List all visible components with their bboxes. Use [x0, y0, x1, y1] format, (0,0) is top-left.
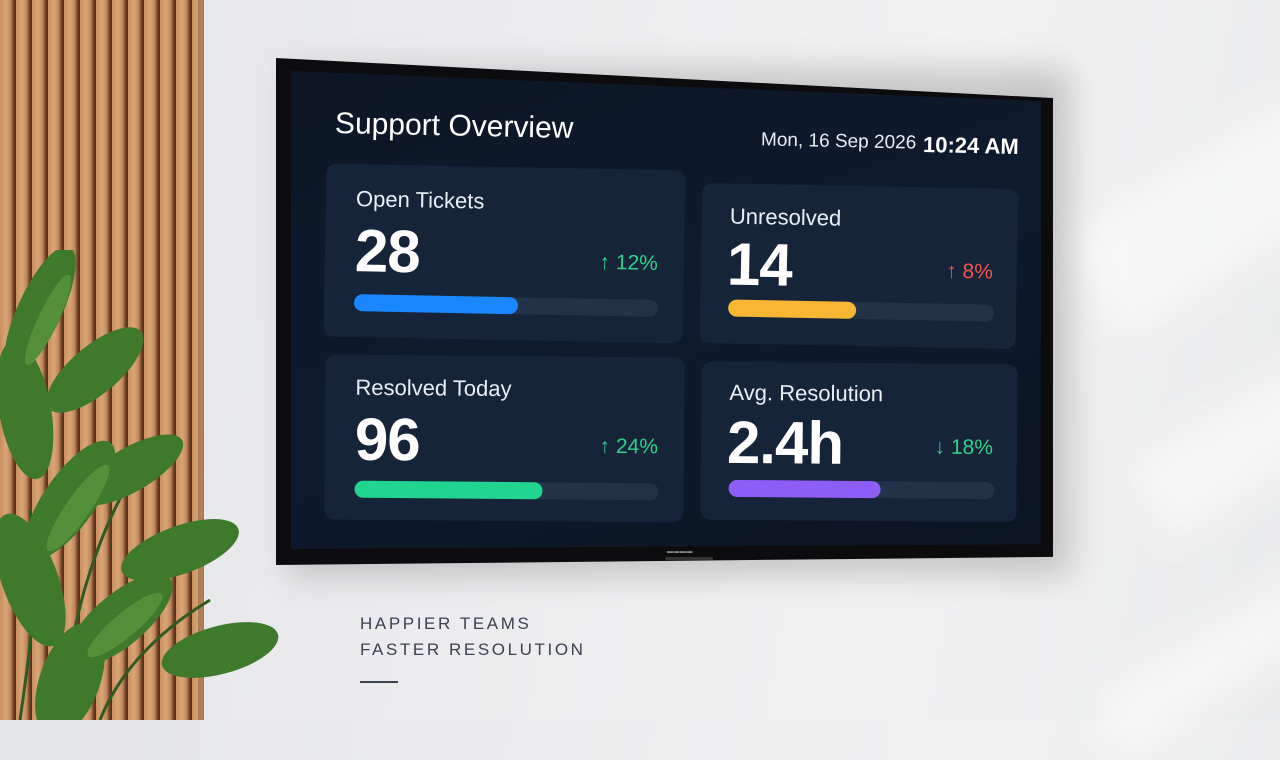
arrow-down-icon: ↓ — [934, 435, 952, 459]
progress-track — [728, 479, 995, 500]
card-value: 2.4h — [726, 408, 844, 477]
card-resolved-today: Resolved Today 96 ↑ 24% — [324, 354, 685, 523]
card-label: Open Tickets — [355, 186, 485, 214]
card-label: Resolved Today — [355, 374, 512, 402]
dashboard-date: Mon, 16 Sep 2026 — [760, 129, 917, 154]
card-value: 96 — [354, 405, 421, 474]
card-delta: ↑ 12% — [599, 251, 658, 276]
card-delta: ↑ 24% — [599, 435, 658, 460]
arrow-up-icon: ↑ — [599, 434, 617, 458]
progress-track — [728, 299, 995, 322]
progress-fill — [728, 299, 856, 319]
card-value: 14 — [726, 230, 793, 299]
delta-value: 8% — [962, 259, 994, 284]
wall-slogan-line-2: FASTER RESOLUTION — [360, 640, 586, 659]
tv-brand-logo: ▬▬▬▬ — [667, 549, 693, 555]
progress-fill — [728, 479, 881, 499]
tv-screen: Support Overview Mon, 16 Sep 2026 10:24 … — [291, 71, 1041, 549]
progress-fill — [353, 294, 519, 315]
card-avg-resolution: Avg. Resolution 2.4h ↓ 18% — [700, 361, 1018, 523]
delta-value: 24% — [615, 434, 659, 459]
sunlight-beam — [1060, 17, 1280, 343]
card-label: Avg. Resolution — [729, 379, 884, 407]
card-value: 28 — [354, 217, 421, 286]
sunlight-beam — [1088, 509, 1280, 760]
delta-value: 18% — [950, 435, 994, 460]
tv-power-strip — [665, 557, 713, 560]
progress-track — [353, 294, 659, 317]
wall-divider — [360, 681, 398, 683]
card-delta: ↑ 8% — [946, 260, 993, 285]
card-open-tickets: Open Tickets 28 ↑ 12% — [323, 163, 686, 344]
arrow-up-icon: ↑ — [599, 250, 617, 275]
wall-slogan-line-1: HAPPIER TEAMS — [360, 614, 532, 633]
card-label: Unresolved — [729, 203, 842, 231]
card-unresolved: Unresolved 14 ↑ 8% — [699, 182, 1019, 350]
potted-plant — [0, 250, 279, 720]
arrow-up-icon: ↑ — [945, 259, 963, 283]
card-delta: ↓ 18% — [934, 436, 993, 461]
progress-track — [354, 480, 659, 501]
dashboard-time: 10:24 AM — [922, 131, 1020, 160]
delta-value: 12% — [615, 251, 659, 275]
dashboard-title: Support Overview — [334, 107, 574, 145]
progress-fill — [354, 480, 544, 500]
